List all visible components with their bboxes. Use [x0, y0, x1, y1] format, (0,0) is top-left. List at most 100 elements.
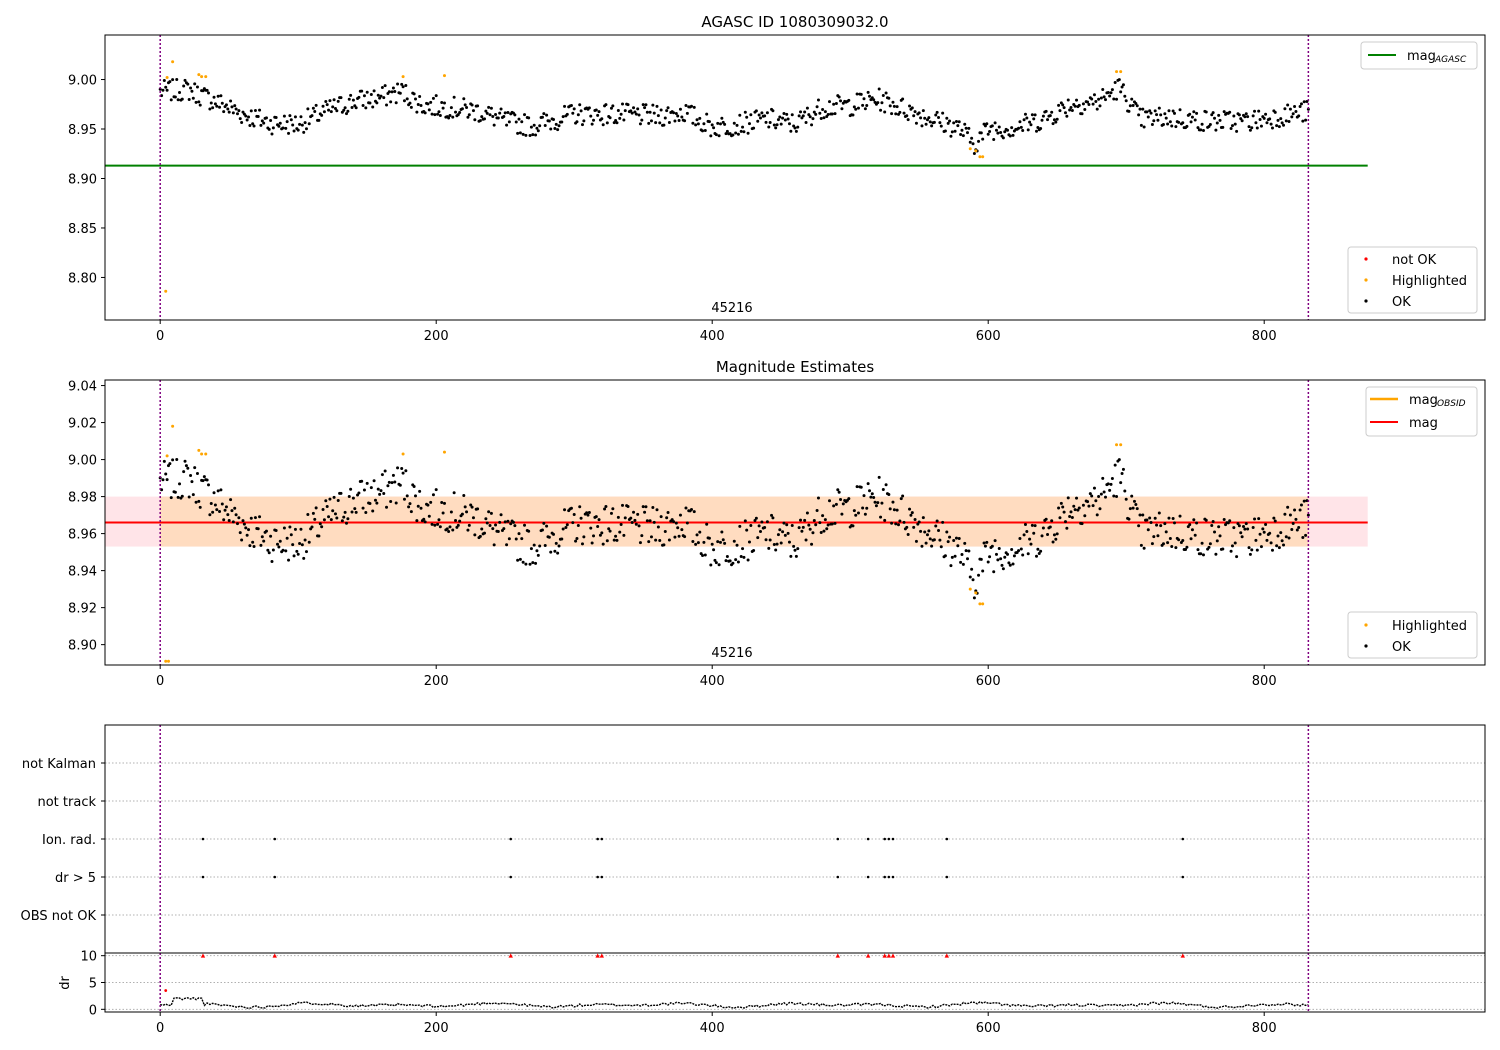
ok-point — [815, 105, 819, 109]
ok-point — [1077, 506, 1081, 510]
ok-point — [596, 113, 600, 117]
ok-point — [1258, 532, 1262, 536]
ok-point — [1017, 126, 1021, 130]
ok-point — [970, 136, 974, 140]
ok-point — [253, 516, 257, 520]
ok-point — [245, 118, 249, 122]
ok-point — [1254, 121, 1258, 125]
ok-point — [564, 526, 568, 530]
ok-point — [498, 520, 502, 524]
ok-point — [626, 103, 630, 107]
ok-point — [327, 515, 331, 519]
dr-clipped-marker — [599, 953, 604, 958]
ok-point — [1057, 103, 1061, 107]
panel-agasc-legend-lines: mag AGASC — [1360, 41, 1478, 70]
ok-point — [401, 471, 405, 475]
ok-point — [638, 541, 642, 545]
ok-point — [1293, 104, 1297, 108]
ok-point — [249, 516, 253, 520]
ok-point — [674, 521, 678, 525]
ok-point — [227, 519, 231, 523]
ok-point — [970, 567, 974, 571]
ok-point — [1157, 511, 1161, 515]
ok-point — [1235, 555, 1239, 559]
ok-point — [241, 519, 245, 523]
ok-point — [419, 506, 423, 510]
y-tick-label: 8.94 — [68, 565, 97, 580]
ok-point — [866, 90, 870, 94]
ok-point — [928, 537, 932, 541]
ok-point — [242, 522, 246, 526]
ok-point — [981, 137, 985, 141]
ok-point — [1112, 97, 1116, 101]
ok-point — [1171, 516, 1175, 520]
ok-point — [854, 107, 858, 111]
ok-point — [807, 523, 811, 527]
y-tick-label: 8.90 — [68, 639, 97, 654]
ok-point — [205, 478, 209, 482]
ok-point — [1108, 94, 1112, 98]
ok-point — [1213, 530, 1217, 534]
ok-point — [1041, 114, 1045, 118]
ok-point — [1288, 513, 1292, 517]
ok-point — [805, 106, 809, 110]
ok-point — [1251, 526, 1255, 530]
ok-point — [162, 459, 166, 463]
ok-point — [710, 542, 714, 546]
ok-point — [819, 117, 823, 121]
ok-point — [665, 516, 669, 520]
ok-point — [630, 520, 634, 524]
ok-point — [608, 529, 612, 533]
ok-point — [666, 510, 670, 514]
flag-point — [600, 837, 604, 841]
flag-category-label: not Kalman — [22, 757, 96, 772]
flag-point — [600, 875, 604, 879]
ok-point — [1127, 109, 1131, 113]
ok-point — [997, 125, 1001, 129]
ok-point — [814, 523, 818, 527]
ok-point — [187, 495, 191, 499]
ok-point — [1123, 94, 1127, 98]
ok-point — [207, 91, 210, 95]
ok-point — [1073, 104, 1077, 108]
ok-point — [1270, 548, 1274, 552]
ok-point — [1192, 110, 1196, 114]
ok-point — [1255, 548, 1259, 552]
ok-point — [295, 549, 299, 553]
ok-point — [571, 111, 575, 115]
highlighted-point — [200, 452, 204, 456]
ok-point — [542, 112, 546, 116]
ok-point — [281, 126, 285, 130]
ok-point — [502, 527, 506, 531]
ok-point — [790, 113, 794, 117]
ok-point — [872, 496, 876, 500]
ok-point — [587, 511, 591, 515]
ok-point — [979, 557, 983, 561]
legend-frame — [1347, 246, 1478, 314]
ok-point — [347, 494, 351, 498]
ok-point — [1028, 120, 1032, 124]
ok-point — [906, 118, 910, 122]
x-tick-label: 200 — [424, 674, 449, 689]
ok-point — [667, 121, 671, 125]
highlighted-point — [164, 659, 168, 663]
ok-point — [764, 538, 768, 542]
ok-point — [968, 575, 972, 579]
ok-point — [437, 518, 441, 522]
ok-point — [258, 515, 262, 519]
ok-point — [1283, 107, 1287, 111]
ok-point — [723, 541, 727, 545]
ok-point — [808, 115, 812, 119]
ok-point — [757, 524, 761, 528]
ok-point — [176, 495, 180, 499]
ok-point — [520, 120, 524, 124]
ok-point — [818, 111, 822, 115]
ok-point — [1299, 102, 1303, 106]
ok-point — [1264, 522, 1268, 526]
ok-point — [1168, 537, 1172, 541]
ok-point — [1017, 549, 1021, 553]
ok-point — [662, 123, 666, 127]
legend-frame — [1347, 611, 1478, 659]
ok-point — [298, 541, 302, 545]
